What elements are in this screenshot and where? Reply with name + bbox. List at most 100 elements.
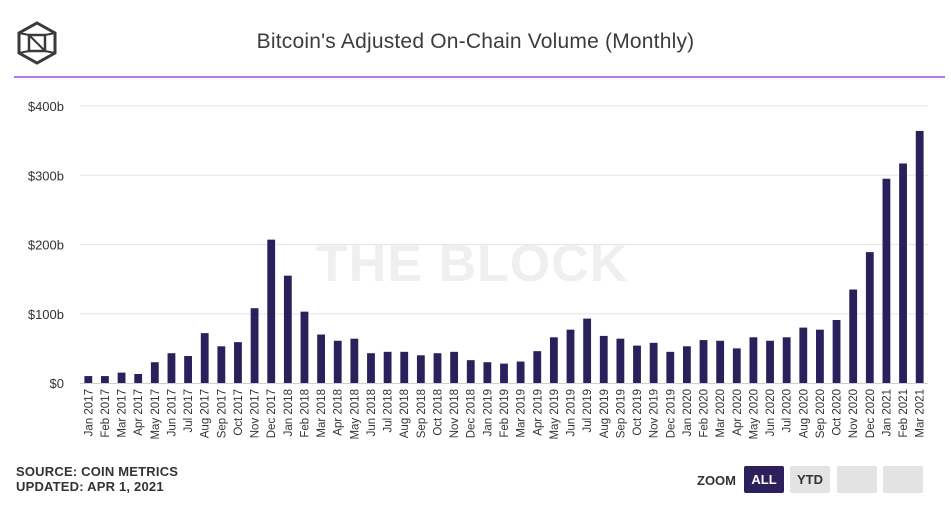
- x-tick-label: Dec 2019: [665, 389, 677, 438]
- y-tick-label: $300b: [28, 168, 64, 183]
- bar: [782, 337, 791, 383]
- x-tick-label: Jul 2017: [183, 389, 195, 432]
- footer-credits: SOURCE: COIN METRICS UPDATED: APR 1, 202…: [16, 464, 178, 494]
- x-tick-label: May 2019: [549, 389, 561, 440]
- bar: [483, 362, 492, 383]
- x-tick-label: Nov 2020: [848, 389, 860, 438]
- x-tick-label: Aug 2019: [599, 389, 611, 438]
- x-tick-label: Sep 2017: [216, 389, 228, 438]
- bar: [267, 239, 276, 383]
- bar: [732, 348, 741, 383]
- x-tick-label: Feb 2018: [299, 389, 311, 438]
- x-tick-label: Feb 2021: [898, 389, 910, 438]
- title-divider: [14, 76, 945, 78]
- x-tick-label: Nov 2018: [449, 389, 461, 438]
- bar: [816, 329, 824, 383]
- bar: [915, 130, 924, 383]
- x-tick-label: Oct 2019: [632, 389, 644, 436]
- bar-chart: $0 $100b $200b $300b $400b Jan 2017 Feb 2017 Ma…: [28, 99, 928, 440]
- x-tick-label: Jan 2020: [682, 389, 694, 436]
- x-tick-label: Oct 2018: [432, 389, 444, 436]
- bar: [150, 362, 159, 383]
- zoom-blank-button-1[interactable]: [837, 466, 877, 493]
- the-block-logo-icon: [17, 21, 57, 65]
- bar: [616, 338, 625, 383]
- chart-title: Bitcoin's Adjusted On-Chain Volume (Mont…: [256, 30, 695, 53]
- x-tick-label: Dec 2017: [266, 389, 278, 438]
- y-tick-label: $100b: [28, 307, 64, 322]
- updated-text: UPDATED: APR 1, 2021: [16, 479, 164, 494]
- y-tick-label: $200b: [28, 238, 64, 253]
- x-tick-label: May 2018: [349, 389, 361, 440]
- bar: [849, 289, 858, 383]
- bar: [633, 345, 641, 383]
- x-tick-label: Feb 2017: [100, 389, 112, 438]
- bar: [549, 337, 558, 383]
- bar: [383, 351, 392, 383]
- y-tick-label: $0: [50, 376, 64, 391]
- bar: [716, 340, 725, 383]
- x-tick-label: Aug 2017: [200, 389, 212, 438]
- x-tick-label: Jul 2019: [582, 389, 594, 432]
- bar: [416, 355, 425, 383]
- bar: [300, 311, 309, 383]
- x-tick-label: Dec 2018: [466, 389, 478, 438]
- bar: [699, 340, 708, 383]
- x-tick-label: Jan 2021: [881, 389, 893, 436]
- x-tick-label: Sep 2019: [615, 389, 627, 438]
- bar: [167, 353, 176, 383]
- source-text: SOURCE: COIN METRICS: [16, 464, 179, 479]
- x-tick-label: Apr 2017: [133, 389, 145, 436]
- zoom-ytd-button[interactable]: YTD: [790, 466, 830, 493]
- x-tick-label: Mar 2017: [117, 389, 129, 438]
- bar: [516, 361, 525, 383]
- bar: [367, 353, 375, 383]
- x-tick-label: Jan 2017: [83, 389, 95, 436]
- x-tick-label: Mar 2018: [316, 389, 328, 438]
- bar: [117, 372, 126, 383]
- x-tick-label: Mar 2019: [516, 389, 528, 438]
- bar: [583, 318, 592, 383]
- x-tick-label: Jun 2017: [166, 389, 178, 436]
- bar: [184, 355, 192, 383]
- bar: [832, 319, 841, 383]
- bar: [899, 163, 907, 383]
- bar: [799, 327, 808, 383]
- x-tick-label: Jun 2018: [366, 389, 378, 436]
- x-tick-label: Mar 2021: [915, 389, 927, 438]
- bar: [666, 351, 675, 383]
- x-tick-label: Oct 2017: [233, 389, 245, 436]
- bar: [599, 335, 608, 383]
- x-tick-label: Aug 2018: [399, 389, 411, 438]
- y-tick-label: $400b: [28, 99, 64, 114]
- bar: [333, 340, 342, 383]
- x-tick-label: Aug 2020: [798, 389, 810, 438]
- bar: [283, 275, 292, 383]
- zoom-blank-button-2[interactable]: [883, 466, 923, 493]
- bar: [882, 178, 891, 383]
- bar: [84, 376, 93, 383]
- zoom-all-button[interactable]: ALL: [744, 466, 784, 493]
- bar: [200, 333, 209, 383]
- bar: [865, 252, 874, 383]
- bar: [766, 340, 774, 383]
- x-tick-label: Nov 2017: [250, 389, 262, 438]
- x-tick-label: Jul 2018: [383, 389, 395, 432]
- x-tick-label: Apr 2019: [532, 389, 544, 436]
- x-tick-label: Feb 2019: [499, 389, 511, 438]
- bar: [649, 342, 658, 383]
- bar: [317, 334, 326, 383]
- x-tick-label: Nov 2019: [649, 389, 661, 438]
- x-tick-label: Feb 2020: [699, 389, 711, 438]
- x-tick-label: Dec 2020: [865, 389, 877, 438]
- bar: [466, 360, 475, 383]
- bar: [350, 338, 359, 383]
- bar: [134, 373, 143, 383]
- x-tick-label: Apr 2020: [732, 389, 744, 436]
- x-tick-label: May 2017: [150, 389, 162, 440]
- zoom-label: ZOOM: [697, 473, 736, 488]
- bar: [450, 351, 459, 383]
- x-tick-label: Jan 2018: [283, 389, 295, 436]
- x-tick-label: Jan 2019: [482, 389, 494, 436]
- bar: [749, 337, 758, 383]
